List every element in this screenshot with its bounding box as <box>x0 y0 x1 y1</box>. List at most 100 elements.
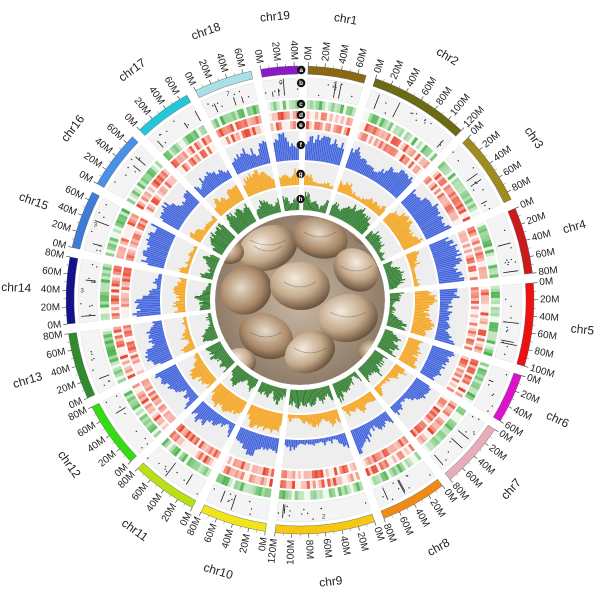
histogram-bar-f <box>346 152 355 169</box>
histogram-bar-h <box>373 241 382 249</box>
heatmap-bin <box>127 373 136 380</box>
histogram-bar-h <box>246 376 253 386</box>
histogram-bar-f <box>161 368 179 380</box>
minor-tick <box>156 111 159 114</box>
histogram-bar-g <box>323 412 327 422</box>
histogram-bar-f <box>148 237 171 248</box>
histogram-bar-g <box>410 264 417 268</box>
ideogram-chr19 <box>260 65 299 78</box>
histogram-bar-g <box>371 204 378 211</box>
histogram-bar-h <box>209 344 223 352</box>
histogram-bar-f <box>367 422 372 429</box>
histogram-bar-f <box>205 171 219 188</box>
histogram-bar-g <box>409 262 421 267</box>
histogram-bar-h <box>385 267 401 273</box>
heatmap-bin <box>175 423 184 431</box>
heatmap-bin <box>480 292 489 296</box>
scatter-point <box>476 182 478 185</box>
heatmap-bin <box>333 467 338 476</box>
heatmap-bin <box>202 466 210 477</box>
histogram-bar-f <box>389 406 397 414</box>
ideogram-chr12 <box>91 402 137 462</box>
histogram-bar-h <box>352 372 357 378</box>
clam-shell <box>292 217 348 259</box>
histogram-bar-g <box>402 238 423 250</box>
ideogram-chr17 <box>139 94 192 136</box>
histogram-bar-g <box>196 229 206 236</box>
heatmap-bin <box>490 306 500 311</box>
histogram-bar-g <box>412 273 417 276</box>
histogram-bar-g <box>310 414 314 427</box>
histogram-bar-h <box>382 260 393 266</box>
heatmap-bin <box>104 339 114 345</box>
chromosome-number: 3 <box>81 289 85 295</box>
scatter-spike <box>392 102 401 118</box>
histogram-bar-g <box>406 342 420 349</box>
heatmap-bin <box>112 277 121 282</box>
histogram-bar-g <box>327 182 330 189</box>
heatmap-bin <box>233 469 240 479</box>
heatmap-bin <box>288 100 293 110</box>
histogram-bar-f <box>284 439 287 446</box>
heatmap-bin <box>203 136 211 145</box>
histogram-bar-g <box>389 215 405 229</box>
histogram-bar-g <box>226 199 233 208</box>
heatmap-bin <box>405 133 414 143</box>
heatmap-bin <box>490 297 501 302</box>
histogram-bar-f <box>345 148 354 169</box>
heatmap-bin <box>437 177 446 185</box>
histogram-bar-g <box>351 402 357 411</box>
minor-tick <box>93 414 96 416</box>
histogram-bar-g <box>248 406 258 427</box>
histogram-bar-h <box>218 223 235 239</box>
histogram-bar-g <box>251 173 260 193</box>
tick-mark <box>448 116 452 120</box>
heatmap-bin <box>169 146 178 156</box>
heatmap-bin <box>146 422 156 432</box>
scatter-point <box>506 326 508 329</box>
histogram-bar-f <box>274 139 280 162</box>
scatter-point <box>429 474 431 476</box>
histogram-bar-f <box>134 301 161 304</box>
histogram-bar-f <box>420 215 442 230</box>
histogram-bar-g <box>207 223 212 227</box>
tick-label: 40M <box>50 363 72 379</box>
minor-tick <box>526 357 530 359</box>
minor-tick <box>155 484 157 488</box>
histogram-bar-f <box>239 428 247 444</box>
histogram-bar-h <box>336 381 344 398</box>
histogram-bar-g <box>373 205 381 213</box>
tick-label: 40M <box>539 312 559 324</box>
heatmap-bin <box>311 470 316 479</box>
heatmap-bin <box>199 465 207 475</box>
heatmap-bin <box>404 145 412 155</box>
scatter-point <box>457 160 459 162</box>
histogram-bar-g <box>195 230 205 237</box>
heatmap-bin <box>100 282 110 287</box>
histogram-bar-f <box>155 364 177 377</box>
histogram-bar-f <box>241 148 252 170</box>
scatter-point <box>173 120 175 122</box>
heatmap-bin <box>454 369 464 376</box>
histogram-bar-g <box>384 211 398 223</box>
scatter-track <box>83 197 121 255</box>
scatter-spike <box>397 480 406 494</box>
heatmap-bin <box>142 193 151 201</box>
histogram-bar-h <box>202 293 211 296</box>
histogram-bar-f <box>194 404 208 420</box>
heatmap-bin <box>129 215 139 222</box>
histogram-bar-g <box>380 381 383 385</box>
histogram-bar-h <box>201 274 213 279</box>
histogram-bar-g <box>346 183 353 196</box>
histogram-bar-h <box>337 208 343 219</box>
histogram-bar-f <box>259 435 265 450</box>
track-letter-e: e <box>296 120 306 130</box>
scatter-track <box>77 258 101 324</box>
heatmap-bin <box>328 113 334 122</box>
histogram-bar-f <box>378 415 386 425</box>
histogram-bar-f <box>405 196 419 209</box>
histogram-bar-f <box>163 372 182 385</box>
histogram-bar-h <box>388 283 400 287</box>
histogram-bar-f <box>152 288 161 291</box>
histogram-bar-f <box>266 436 271 451</box>
